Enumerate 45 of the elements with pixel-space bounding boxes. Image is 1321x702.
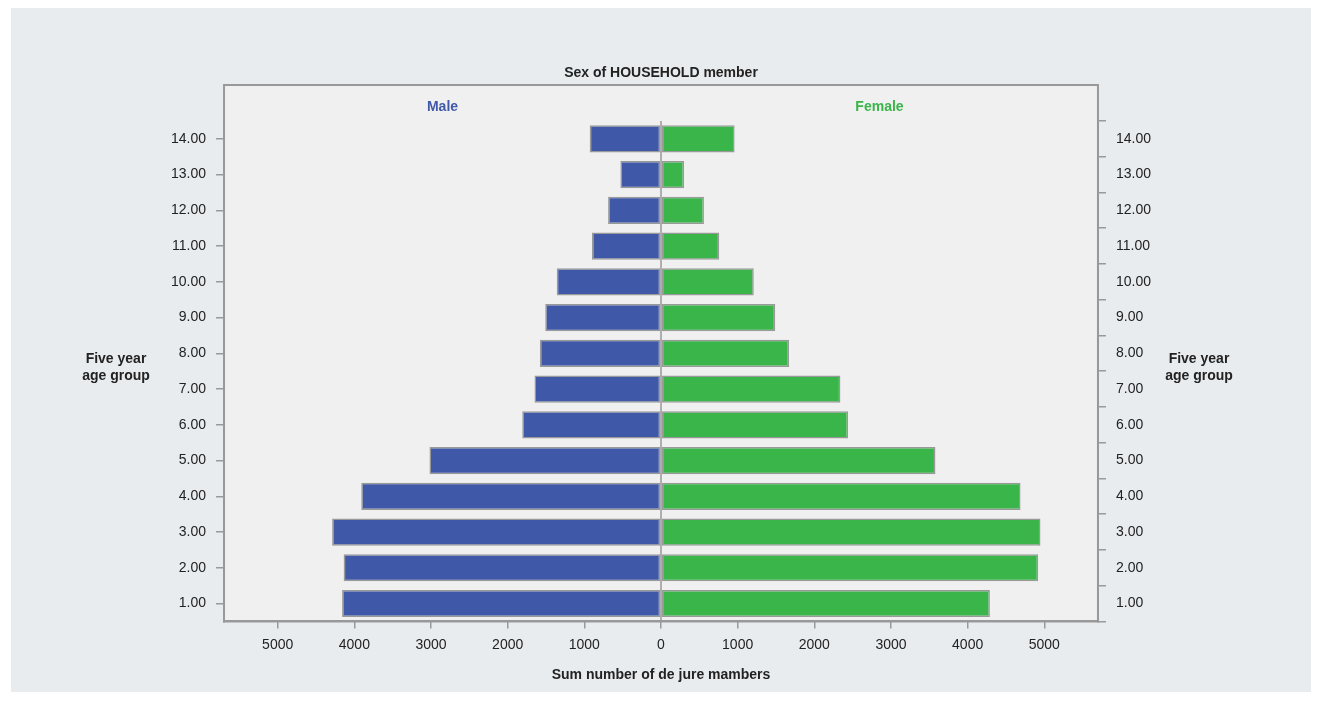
category-label: 7.00 bbox=[1115, 379, 1144, 396]
category-label: 10.00 bbox=[1115, 272, 1152, 289]
y-tick-label: 11.00 bbox=[172, 236, 207, 253]
category-label: 11.00 bbox=[1115, 236, 1150, 253]
x-tick-label: 0 bbox=[657, 635, 666, 652]
category-label: 5.00 bbox=[1115, 451, 1144, 468]
y-tick-label: 14.00 bbox=[170, 129, 207, 146]
y-tick-label: 5.00 bbox=[178, 451, 207, 468]
y-tick-label: 3.00 bbox=[178, 522, 207, 539]
y-tick-label: 7.00 bbox=[178, 379, 207, 396]
category-label: 2.00 bbox=[1115, 558, 1144, 575]
x-tick-label: 1000 bbox=[722, 635, 754, 652]
x-tick-label: 1000 bbox=[568, 635, 601, 652]
category-label: 13.00 bbox=[1115, 165, 1152, 182]
category-label: 14.00 bbox=[1115, 129, 1152, 146]
x-tick-label: 4000 bbox=[338, 635, 371, 652]
x-tick-label: 5000 bbox=[262, 635, 294, 652]
y-tick-label: 1.00 bbox=[178, 594, 207, 611]
category-label: 8.00 bbox=[1115, 344, 1144, 361]
x-tick-label: 3000 bbox=[875, 635, 907, 652]
y-tick-label: 8.00 bbox=[178, 344, 207, 361]
category-label: 9.00 bbox=[1115, 308, 1144, 325]
y-tick-label: 4.00 bbox=[178, 487, 207, 504]
y2-axis-title: Five year age group bbox=[1165, 349, 1233, 383]
category-label: 6.00 bbox=[1115, 415, 1144, 432]
category-label: 1.00 bbox=[1115, 594, 1144, 611]
chart-title: Sex of HOUSEHOLD member bbox=[564, 64, 759, 80]
x-tick-label: 2000 bbox=[492, 635, 524, 652]
text: Female bbox=[855, 98, 904, 114]
y-axis-title: Five year age group bbox=[82, 349, 150, 383]
y-tick-label: 9.00 bbox=[178, 308, 207, 325]
y-tick-label: 13.00 bbox=[170, 165, 207, 182]
category-label: 3.00 bbox=[1115, 522, 1144, 539]
x-axis-title: Sum number of de jure mambers bbox=[551, 666, 771, 683]
text: Male bbox=[426, 98, 459, 114]
x-tick-label: 5000 bbox=[1028, 635, 1061, 652]
y-tick-label: 10.00 bbox=[170, 272, 207, 289]
y-tick-label: 6.00 bbox=[178, 415, 207, 432]
x-tick-label: 4000 bbox=[952, 635, 984, 652]
x-tick-label: 3000 bbox=[415, 635, 447, 652]
category-label: 4.00 bbox=[1115, 487, 1144, 504]
y-tick-label: 12.00 bbox=[170, 201, 207, 218]
category-label: 12.00 bbox=[1115, 201, 1152, 218]
x-tick-label: 2000 bbox=[798, 635, 831, 652]
y-tick-label: 2.00 bbox=[178, 558, 207, 575]
